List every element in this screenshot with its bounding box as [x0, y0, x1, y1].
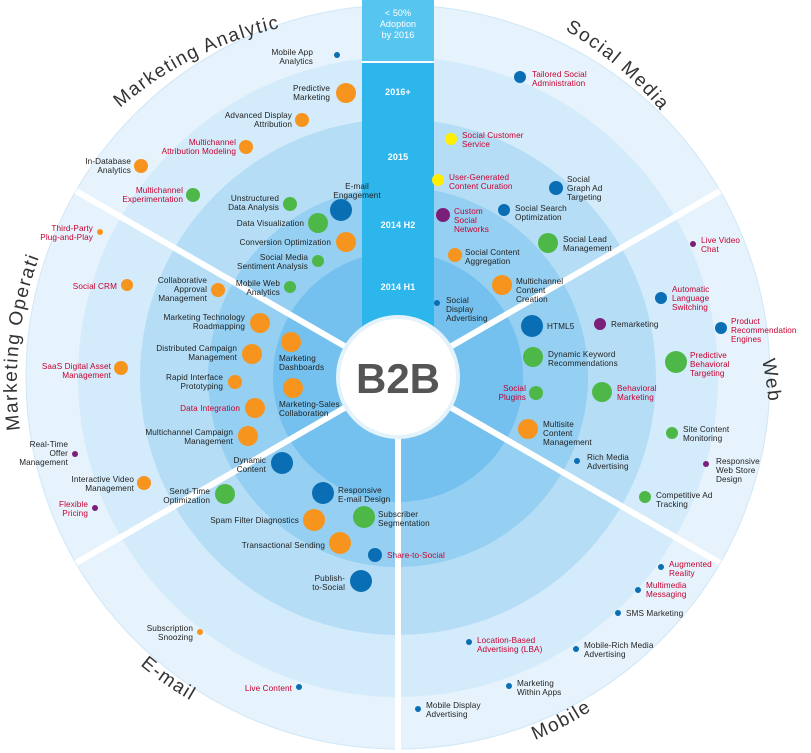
center-label: B2B	[356, 355, 440, 402]
in-database-analytics-dot	[134, 159, 148, 173]
center-circle	[336, 315, 460, 439]
mobile-app-analytics-dot	[334, 52, 340, 58]
augmented-reality-dot	[658, 564, 664, 570]
predictive-behavioral-targeting-dot	[665, 351, 687, 373]
sms-marketing-dot	[615, 610, 621, 616]
site-content-monitoring-dot	[666, 427, 678, 439]
mobile-rich-media-advertising-dot	[573, 646, 579, 652]
remarketing-dot	[594, 318, 606, 330]
social-crm-dot	[121, 279, 133, 291]
publish-to-social-dot	[350, 570, 372, 592]
conversion-optimization-dot	[336, 232, 356, 252]
predictive-marketing-dot	[336, 83, 356, 103]
subscription-snoozing-dot	[197, 629, 203, 635]
dynamic-content-dot	[271, 452, 293, 474]
transactional-sending-dot	[329, 532, 351, 554]
social-graph-ad-targeting-dot	[549, 181, 563, 195]
marketing-sales-collaboration-dot	[283, 378, 303, 398]
custom-social-networks-dot	[436, 208, 450, 222]
subscriber-segmentation-dot	[353, 506, 375, 528]
marketing-technology-roadmapping-dot	[250, 313, 270, 333]
share-to-social-dot	[368, 548, 382, 562]
html5-dot	[521, 315, 543, 337]
collaborative-approval-management-dot	[211, 283, 225, 297]
distributed-campaign-management-dot	[242, 344, 262, 364]
user-generated-content-curation-dot	[432, 174, 444, 186]
tailored-social-administration-dot	[514, 71, 526, 83]
interactive-video-management-dot	[137, 476, 151, 490]
multisite-content-management-dot	[518, 419, 538, 439]
data-visualization-dot	[308, 213, 328, 233]
live-content-dot	[296, 684, 302, 690]
flexible-pricing-dot	[92, 505, 98, 511]
multichannel-content-creation-dot	[492, 275, 512, 295]
behavioral-marketing-dot	[592, 382, 612, 402]
spam-filter-diagnostics-dot	[303, 509, 325, 531]
unstructured-data-analysis-dot	[283, 197, 297, 211]
e-mail-engagement-dot	[330, 199, 352, 221]
automatic-language-switching-dot	[655, 292, 667, 304]
mobile-display-advertising-dot	[415, 706, 421, 712]
dynamic-keyword-recommendations-dot	[523, 347, 543, 367]
social-media-sentiment-analysis-dot	[312, 255, 324, 267]
multichannel-experimentation-dot	[186, 188, 200, 202]
live-video-chat-dot	[690, 241, 696, 247]
competitive-ad-tracking-dot	[639, 491, 651, 503]
responsive-e-mail-design-dot	[312, 482, 334, 504]
rich-media-advertising-dot	[574, 458, 580, 464]
real-time-offer-management-dot	[72, 451, 78, 457]
rapid-interface-prototyping-dot	[228, 375, 242, 389]
location-based-advertising-dot	[466, 639, 472, 645]
social-customer-service-dot	[445, 133, 457, 145]
mobile-web-analytics-dot	[284, 281, 296, 293]
social-plugins-dot	[529, 386, 543, 400]
marketing-dashboards-dot	[281, 332, 301, 352]
social-display-advertising-dot	[434, 300, 440, 306]
multichannel-attribution-modeling-dot	[239, 140, 253, 154]
third-party-plug-and-play-dot	[97, 229, 103, 235]
advanced-display-attribution-dot	[295, 113, 309, 127]
product-recommendation-engines-dot	[715, 322, 727, 334]
marketing-within-apps-dot	[506, 683, 512, 689]
multimedia-messaging-dot	[635, 587, 641, 593]
saas-digital-asset-management-dot	[114, 361, 128, 375]
social-search-optimization-dot	[498, 204, 510, 216]
multichannel-campaign-management-dot	[238, 426, 258, 446]
social-content-aggregation-dot	[448, 248, 462, 262]
responsive-web-store-design-dot	[703, 461, 709, 467]
social-lead-management-dot	[538, 233, 558, 253]
data-integration-dot	[245, 398, 265, 418]
timeline-bar-header	[362, 0, 434, 62]
send-time-optimization-dot	[215, 484, 235, 504]
